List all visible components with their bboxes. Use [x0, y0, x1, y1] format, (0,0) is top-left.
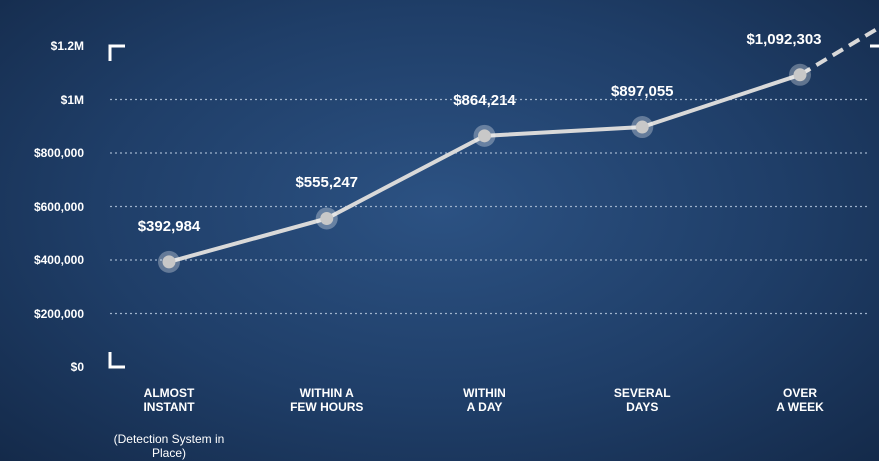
y-tick-label: $400,000: [33, 253, 84, 267]
data-label: $864,214: [453, 91, 516, 109]
frame-corner: [108, 44, 879, 369]
annotation: (Detection System in Place): [113, 432, 225, 460]
point: [320, 211, 334, 225]
data-label: $555,247: [295, 174, 359, 192]
y-tick-label: $200,000: [33, 306, 84, 321]
point: [162, 255, 176, 269]
data-label: $1,092,303: [746, 30, 822, 48]
point: [793, 68, 807, 82]
x-tick-label: WITHIN A FEW HOURS: [290, 386, 364, 414]
point: [478, 129, 491, 143]
x-tick-label: OVER A WEEK: [776, 386, 824, 414]
y-tick-label: $800,000: [33, 146, 84, 160]
y-tick-label: $0: [70, 360, 84, 374]
x-tick-label: ALMOST INSTANT: [143, 386, 195, 414]
x-tick-label: SEVERAL DAYS: [613, 386, 671, 414]
y-tick-label: $1M: [60, 92, 84, 107]
y-tick-label: $1.2M: [50, 39, 84, 53]
trend-extension: [798, 26, 879, 77]
x-tick-label: WITHIN A DAY: [463, 386, 506, 414]
y-tick-label: $600,000: [33, 199, 84, 214]
data-label: $392,984: [137, 217, 201, 235]
data-label: $897,055: [610, 83, 674, 101]
point: [635, 120, 649, 134]
